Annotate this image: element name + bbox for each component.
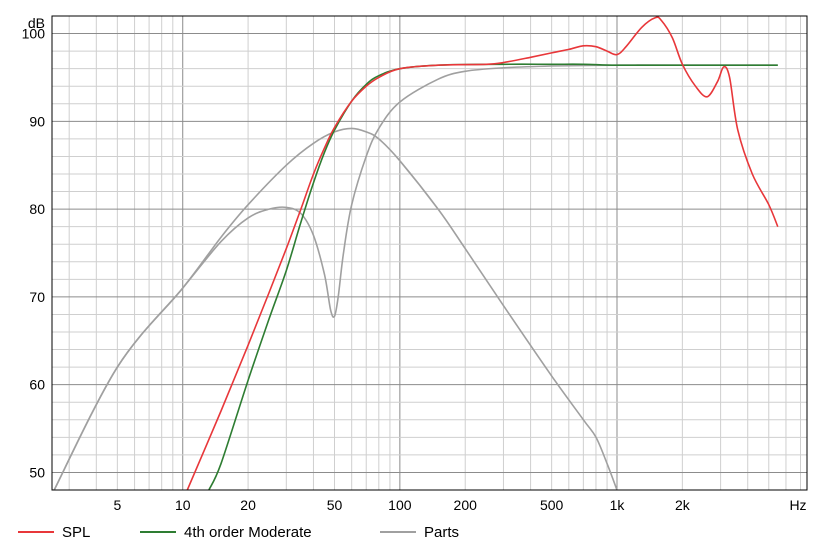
legend-item-parts: Parts — [380, 518, 459, 546]
x-tick-label: 100 — [388, 497, 412, 513]
legend-label-parts: Parts — [424, 523, 460, 541]
x-tick-label: 10 — [175, 497, 191, 513]
legend-item-spl: SPL — [18, 518, 90, 546]
tick-labels: 5 10 20 50 100 200 500 1k 2k 50 60 70 80 90 100 — [22, 26, 691, 513]
legend-label-spl: SPL — [62, 523, 91, 541]
x-axis-unit-label: Hz — [789, 497, 806, 513]
plot-frame — [51, 15, 808, 491]
y-tick-label: 60 — [29, 377, 45, 393]
legend-label-4th-order: 4th order Moderate — [184, 523, 312, 541]
series-line-parts-2 — [53, 64, 778, 490]
x-tick-label: 2k — [675, 497, 691, 513]
series-group — [53, 16, 779, 490]
y-axis-unit-label: dB — [28, 15, 45, 31]
series-line-4th-order-moderate-1 — [208, 63, 778, 490]
y-tick-label: 100 — [22, 26, 46, 42]
x-tick-label: 1k — [610, 497, 626, 513]
x-tick-label: 50 — [327, 497, 343, 513]
legend-item-4th-order: 4th order Moderate — [140, 518, 312, 546]
y-tick-label: 90 — [29, 113, 45, 129]
x-tick-label: 20 — [240, 497, 256, 513]
legend-swatch-spl — [18, 531, 54, 533]
grid — [52, 15, 807, 490]
legend-swatch-4th-order — [140, 531, 176, 533]
x-tick-label: 500 — [540, 497, 564, 513]
y-tick-label: 50 — [29, 464, 45, 480]
y-tick-label: 80 — [29, 201, 45, 217]
series-line-parts-3 — [53, 127, 618, 490]
x-tick-label: 5 — [113, 497, 121, 513]
y-tick-label: 70 — [29, 289, 45, 305]
frequency-response-chart: 5 10 20 50 100 200 500 1k 2k 50 60 70 80 90 100 dB Hz — [22, 15, 808, 513]
series-line-spl-0 — [186, 16, 779, 490]
x-tick-label: 200 — [454, 497, 478, 513]
legend: SPL 4th order Moderate Parts — [0, 518, 825, 546]
legend-swatch-parts — [380, 531, 416, 533]
